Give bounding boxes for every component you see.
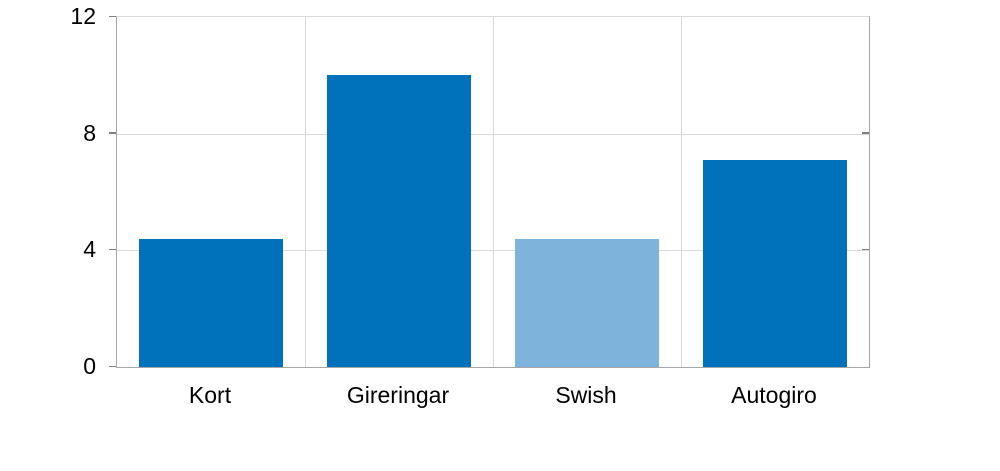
y-tick-mark-left	[109, 248, 116, 251]
x-category-label-kort: Kort	[188, 382, 232, 408]
bar-autogiro	[703, 159, 848, 367]
y-tick-mark-left	[109, 15, 116, 17]
x-axis-labels: Kort Gireringar Swish Autogiro	[116, 381, 868, 411]
y-tick-mark-left	[109, 132, 116, 134]
y-tick-mark-right	[862, 132, 869, 134]
y-tick-label-4: 4	[83, 236, 96, 263]
x-category-label-autogiro: Autogiro	[731, 382, 817, 408]
bar-kort	[139, 238, 284, 367]
y-tick-label-0: 0	[83, 353, 96, 379]
vertical-gridline	[681, 17, 682, 367]
y-tick-label-8: 8	[83, 119, 96, 146]
y-tick-label-12: 12	[70, 3, 96, 29]
bar-gireringar	[327, 75, 472, 367]
vertical-gridline	[305, 17, 306, 367]
y-tick-mark-right	[862, 248, 869, 251]
x-category-label-swish: Swish	[555, 382, 617, 408]
vertical-gridline	[493, 17, 494, 367]
plot-area	[116, 16, 870, 368]
y-tick-mark-left	[109, 365, 116, 367]
horizontal-gridline	[117, 133, 869, 135]
horizontal-gridline	[117, 250, 869, 252]
bar-swish	[515, 238, 660, 367]
x-category-label-gireringar: Gireringar	[346, 382, 450, 408]
